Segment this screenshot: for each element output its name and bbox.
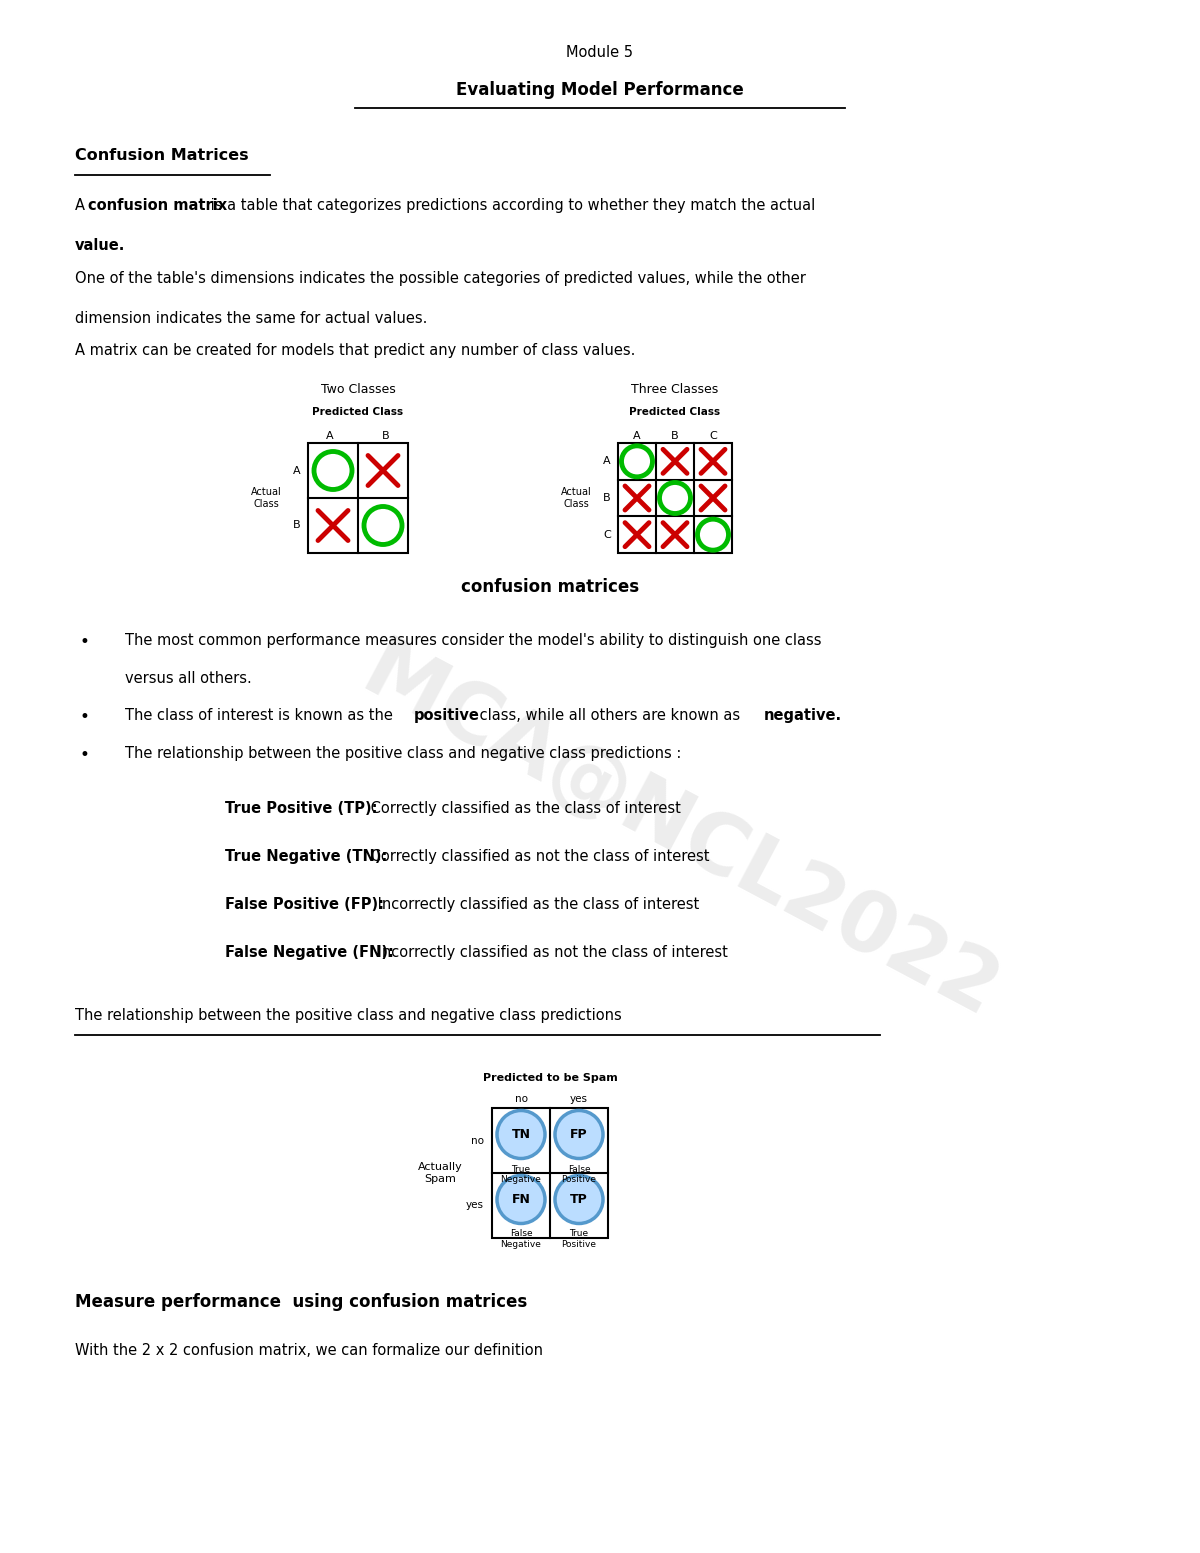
Text: B: B bbox=[604, 492, 611, 503]
Text: confusion matrix: confusion matrix bbox=[89, 197, 228, 213]
Text: FN: FN bbox=[511, 1193, 530, 1207]
Bar bbox=[618, 443, 732, 553]
Text: False Negative (FN):: False Negative (FN): bbox=[226, 944, 394, 960]
Text: False
Negative: False Negative bbox=[500, 1230, 541, 1249]
Bar bbox=[308, 443, 408, 553]
Text: One of the table's dimensions indicates the possible categories of predicted val: One of the table's dimensions indicates … bbox=[74, 272, 806, 286]
Text: Actually
Spam: Actually Spam bbox=[418, 1162, 462, 1185]
Text: C: C bbox=[604, 530, 611, 539]
Text: Evaluating Model Performance: Evaluating Model Performance bbox=[456, 81, 744, 99]
Text: A: A bbox=[293, 466, 301, 475]
Text: B: B bbox=[293, 520, 301, 531]
Text: With the 2 x 2 confusion matrix, we can formalize our definition: With the 2 x 2 confusion matrix, we can … bbox=[74, 1343, 542, 1357]
Text: A: A bbox=[604, 457, 611, 466]
Text: value.: value. bbox=[74, 238, 125, 253]
Text: confusion matrices: confusion matrices bbox=[461, 578, 640, 596]
Text: negative.: negative. bbox=[763, 708, 841, 724]
Text: Three Classes: Three Classes bbox=[631, 384, 719, 396]
Text: •: • bbox=[80, 708, 90, 725]
Text: Measure performance  using confusion matrices: Measure performance using confusion matr… bbox=[74, 1294, 527, 1311]
Text: A: A bbox=[634, 432, 641, 441]
Text: The relationship between the positive class and negative class predictions: The relationship between the positive cl… bbox=[74, 1008, 626, 1023]
Text: Correctly classified as not the class of interest: Correctly classified as not the class of… bbox=[366, 849, 709, 863]
Text: C: C bbox=[709, 432, 716, 441]
Circle shape bbox=[497, 1110, 545, 1159]
Text: Incorrectly classified as the class of interest: Incorrectly classified as the class of i… bbox=[373, 898, 700, 912]
Text: Two Classes: Two Classes bbox=[320, 384, 395, 396]
Text: The most common performance measures consider the model's ability to distinguish: The most common performance measures con… bbox=[125, 634, 822, 648]
Text: Module 5: Module 5 bbox=[566, 45, 634, 61]
Text: The relationship between the positive class and negative class predictions :: The relationship between the positive cl… bbox=[125, 745, 682, 761]
Text: •: • bbox=[80, 745, 90, 764]
Text: Actual
Class: Actual Class bbox=[251, 486, 281, 509]
Text: Confusion Matrices: Confusion Matrices bbox=[74, 148, 254, 163]
Text: no: no bbox=[470, 1135, 484, 1146]
Circle shape bbox=[497, 1176, 545, 1224]
Text: yes: yes bbox=[570, 1093, 588, 1104]
Text: class, while all others are known as: class, while all others are known as bbox=[475, 708, 744, 724]
Text: TN: TN bbox=[511, 1127, 530, 1141]
Text: Predicted Class: Predicted Class bbox=[312, 407, 403, 418]
Text: True Positive (TP):: True Positive (TP): bbox=[226, 801, 378, 815]
Text: B: B bbox=[671, 432, 679, 441]
Text: TP: TP bbox=[570, 1193, 588, 1207]
Text: True
Positive: True Positive bbox=[562, 1230, 596, 1249]
Text: Correctly classified as the class of interest: Correctly classified as the class of int… bbox=[366, 801, 680, 815]
Circle shape bbox=[554, 1110, 604, 1159]
Text: •: • bbox=[80, 634, 90, 651]
Text: False Positive (FP):: False Positive (FP): bbox=[226, 898, 384, 912]
Text: Predicted to be Spam: Predicted to be Spam bbox=[482, 1073, 617, 1082]
Text: positive: positive bbox=[414, 708, 480, 724]
Text: Incorrectly classified as not the class of interest: Incorrectly classified as not the class … bbox=[373, 944, 728, 960]
Text: True
Negative: True Negative bbox=[500, 1165, 541, 1183]
Text: dimension indicates the same for actual values.: dimension indicates the same for actual … bbox=[74, 311, 427, 326]
Text: B: B bbox=[382, 432, 390, 441]
Bar bbox=[492, 1107, 608, 1238]
Text: Predicted Class: Predicted Class bbox=[630, 407, 720, 418]
Text: versus all others.: versus all others. bbox=[125, 671, 252, 686]
Text: Actual
Class: Actual Class bbox=[560, 486, 592, 509]
Text: A: A bbox=[74, 197, 90, 213]
Text: no: no bbox=[515, 1093, 528, 1104]
Text: The class of interest is known as the: The class of interest is known as the bbox=[125, 708, 397, 724]
Text: FP: FP bbox=[570, 1127, 588, 1141]
Circle shape bbox=[554, 1176, 604, 1224]
Text: True Negative (TN):: True Negative (TN): bbox=[226, 849, 388, 863]
Text: is a table that categorizes predictions according to whether they match the actu: is a table that categorizes predictions … bbox=[206, 197, 816, 213]
Text: yes: yes bbox=[466, 1200, 484, 1210]
Text: MCA@NCL2022: MCA@NCL2022 bbox=[348, 631, 1012, 1034]
Text: A matrix can be created for models that predict any number of class values.: A matrix can be created for models that … bbox=[74, 343, 635, 359]
Text: A: A bbox=[326, 432, 334, 441]
Text: False
Positive: False Positive bbox=[562, 1165, 596, 1183]
